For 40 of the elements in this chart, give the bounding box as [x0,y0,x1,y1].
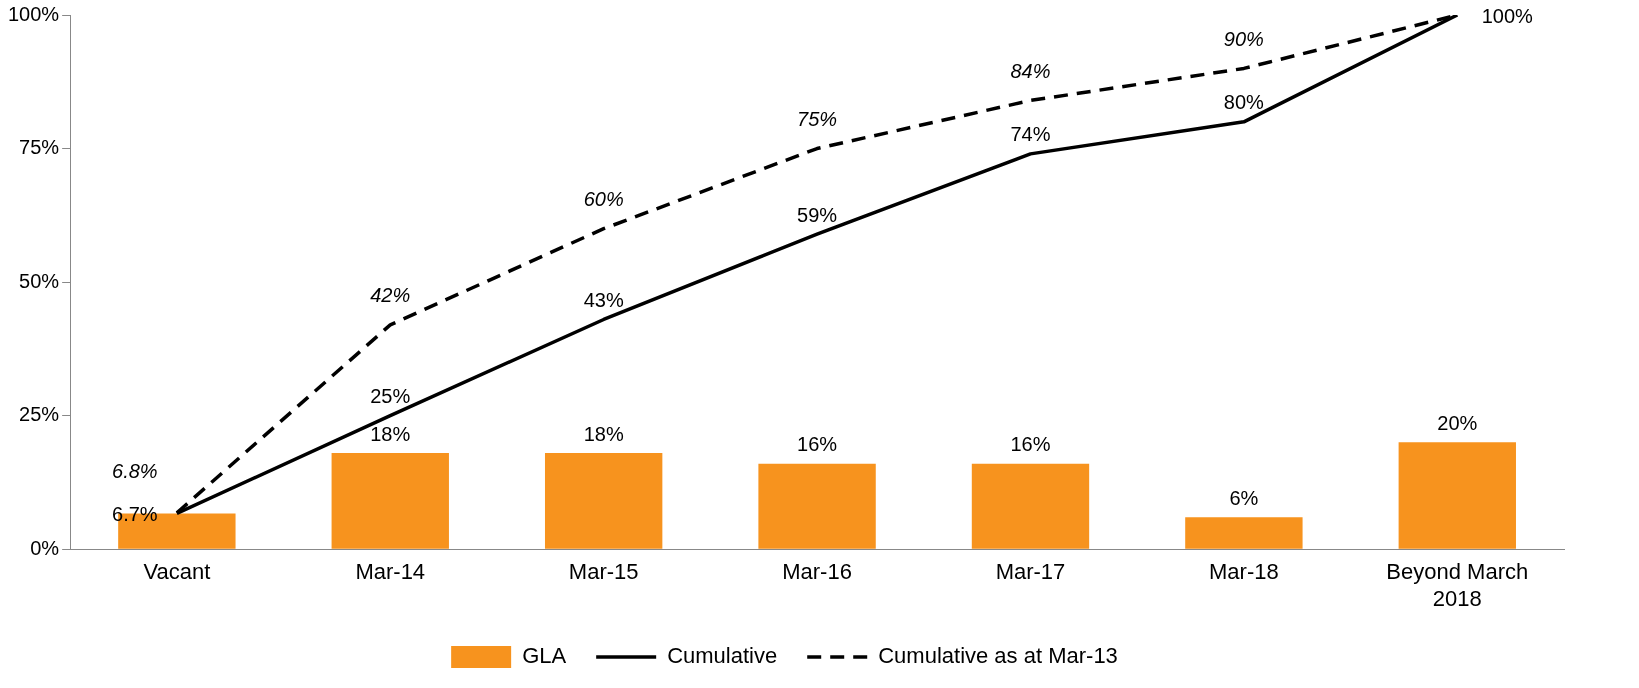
x-tick-label: Beyond March 2018 [1386,559,1529,611]
data-label: 6.7% [112,502,158,525]
data-label: 100% [1481,4,1534,27]
bar [971,463,1090,549]
legend-label: Cumulative [667,643,778,669]
y-tick-label: 100% [8,2,60,25]
data-label: 16% [1010,433,1051,456]
data-label: 59% [797,203,838,226]
data-label: 18% [583,422,624,445]
data-label: 6% [1229,486,1259,509]
y-tick-label: 0% [30,536,60,559]
legend-label: Cumulative as at Mar-13 [878,643,1118,669]
bar [331,453,449,549]
data-label: 20% [1437,411,1478,434]
data-label: 18% [370,422,411,445]
x-tick-label: Mar-18 [1209,559,1279,585]
data-label: 6.8% [112,460,158,483]
data-label: 42% [370,284,411,307]
data-label: 80% [1223,91,1265,114]
legend-label: GLA [522,643,567,669]
data-label: 43% [583,289,624,312]
bar [1398,442,1516,549]
x-tick-label: Mar-14 [355,559,426,585]
data-label: 25% [370,385,411,408]
data-label: 60% [583,188,624,211]
data-label: 90% [1223,27,1264,50]
x-tick-label: Mar-17 [995,559,1066,585]
bar [544,453,663,549]
data-label: 84% [1010,60,1051,83]
data-label: 75% [797,108,838,131]
y-tick-label: 50% [19,269,60,292]
bar [1185,517,1303,549]
data-label: 74% [1010,123,1051,146]
y-tick-label: 25% [19,403,60,426]
x-tick-label: Mar-15 [568,559,639,585]
x-tick-label: Vacant [143,559,211,585]
bar [758,463,876,549]
x-tick-label: Mar-16 [782,559,852,585]
y-tick-label: 75% [19,136,60,159]
data-label: 16% [797,433,838,456]
